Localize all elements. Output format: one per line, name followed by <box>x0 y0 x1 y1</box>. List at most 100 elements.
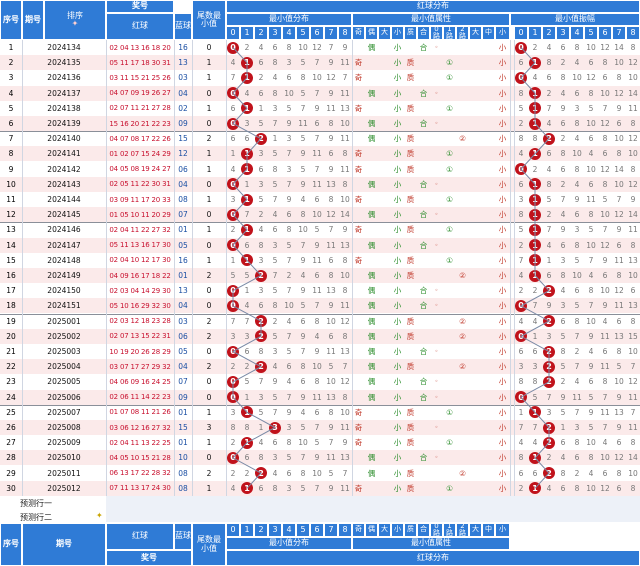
min-dist-digit-header[interactable]: 5 <box>296 26 310 40</box>
footer-attr-header[interactable]: 2路 <box>456 523 469 537</box>
attr-even <box>365 55 378 70</box>
col-header-period[interactable]: 期号 <box>22 0 44 40</box>
table-row[interactable] <box>0 116 640 131</box>
footer-digit-header[interactable]: 3 <box>268 523 282 537</box>
table-row[interactable] <box>0 222 640 238</box>
table-row[interactable] <box>0 131 640 147</box>
min-attr-header[interactable]: 1路 <box>443 26 456 40</box>
footer-attr-header[interactable]: 小 <box>391 523 404 537</box>
min-amp-digit-header[interactable]: 8 <box>626 26 640 40</box>
min-dist-digit-header[interactable]: 6 <box>310 26 324 40</box>
footer-digit-header[interactable]: 4 <box>282 523 296 537</box>
table-row[interactable] <box>0 374 640 390</box>
min-attr-header[interactable]: 偶 <box>365 26 378 40</box>
table-row[interactable] <box>0 404 640 420</box>
table-row[interactable] <box>0 161 640 177</box>
min-attr-header[interactable]: 0路 <box>430 26 443 40</box>
min-amp-digit-header[interactable]: 3 <box>556 26 570 40</box>
miss-count: 11 <box>312 179 322 189</box>
min-dist-digit-header[interactable]: 4 <box>282 26 296 40</box>
min-amp-digit-header[interactable]: 6 <box>598 26 612 40</box>
min-attr-header[interactable]: 质 <box>404 26 417 40</box>
footer-attr-header[interactable]: 奇 <box>352 523 365 537</box>
footer-digit-header[interactable]: 0 <box>226 523 240 537</box>
footer-blue[interactable]: 蓝球 <box>174 523 192 550</box>
col-header-seq[interactable]: 序号 <box>0 0 22 40</box>
min-dist-digit-header[interactable]: 1 <box>240 26 254 40</box>
table-row[interactable] <box>0 420 640 435</box>
table-row[interactable] <box>0 146 640 162</box>
min-amp-digit-header[interactable]: 2 <box>542 26 556 40</box>
min-attr-header[interactable]: 2路 <box>456 26 469 40</box>
min-attr-header[interactable]: 中 <box>482 26 495 40</box>
table-row[interactable] <box>0 389 640 405</box>
footer-digit-header[interactable]: 2 <box>254 523 268 537</box>
table-row[interactable] <box>0 465 640 481</box>
footer-digit-header[interactable]: 5 <box>296 523 310 537</box>
footer-attr-header[interactable]: 小 <box>495 523 510 537</box>
row-blue-ball: 09 <box>178 119 188 128</box>
row-period: 2024143 <box>47 179 81 189</box>
table-row[interactable] <box>0 268 640 283</box>
table-row[interactable] <box>0 70 640 86</box>
min-dist-digit-header[interactable]: 0 <box>226 26 240 40</box>
min-amp-digit-header[interactable]: 1 <box>528 26 542 40</box>
footer-attr-header[interactable]: 大 <box>378 523 391 537</box>
table-row[interactable] <box>0 207 640 223</box>
predict-row-1[interactable]: 预测行一 <box>20 499 52 508</box>
footer-attr-header[interactable]: 大 <box>469 523 482 537</box>
min-dist-digit-header[interactable]: 8 <box>338 26 352 40</box>
min-amp-digit-header[interactable]: 5 <box>584 26 598 40</box>
min-attr-header[interactable]: 合 <box>417 26 430 40</box>
table-row[interactable] <box>0 359 640 375</box>
table-row[interactable] <box>0 328 640 344</box>
row-index: 4 <box>8 88 14 98</box>
table-row[interactable] <box>0 85 640 101</box>
footer-red[interactable]: 红球 <box>106 523 174 550</box>
table-row[interactable] <box>0 298 640 314</box>
footer-tail-min[interactable]: 尾数最小值 <box>192 523 226 566</box>
table-row[interactable] <box>0 252 640 268</box>
table-row[interactable] <box>0 237 640 253</box>
table-row[interactable] <box>0 55 640 71</box>
footer-digit-header[interactable]: 1 <box>240 523 254 537</box>
footer-attr-header[interactable]: 中 <box>482 523 495 537</box>
miss-count: 6 <box>272 43 278 52</box>
min-attr-header[interactable]: 奇 <box>352 26 365 40</box>
table-row[interactable] <box>0 435 640 451</box>
footer-attr-header[interactable]: 合 <box>417 523 430 537</box>
table-row[interactable] <box>0 283 640 299</box>
min-attr-header[interactable]: 大 <box>469 26 482 40</box>
footer-attr-header[interactable]: 0路 <box>430 523 443 537</box>
footer-digit-header[interactable]: 7 <box>324 523 338 537</box>
min-amp-digit-header[interactable]: 0 <box>514 26 528 40</box>
min-amp-digit-header[interactable]: 7 <box>612 26 626 40</box>
table-row[interactable] <box>0 480 640 496</box>
min-dist-digit-header[interactable]: 3 <box>268 26 282 40</box>
footer-seq[interactable]: 序号 <box>0 523 22 566</box>
table-row[interactable] <box>0 176 640 192</box>
col-header-blue[interactable]: 蓝球 <box>174 13 192 40</box>
footer-attr-header[interactable]: 1路 <box>443 523 456 537</box>
table-row[interactable] <box>0 450 640 466</box>
table-row[interactable] <box>0 344 640 359</box>
col-header-tail-min[interactable]: 尾数最小值 <box>192 0 226 40</box>
footer-attr-header[interactable]: 偶 <box>365 523 378 537</box>
table-row[interactable] <box>0 192 640 207</box>
sort-control[interactable]: 排序 ✦ <box>44 0 106 40</box>
footer-digit-header[interactable]: 6 <box>310 523 324 537</box>
footer-attr-header[interactable]: 质 <box>404 523 417 537</box>
min-dist-digit-header[interactable]: 2 <box>254 26 268 40</box>
table-row[interactable] <box>0 40 640 55</box>
footer-period[interactable]: 期号 <box>22 523 106 566</box>
min-amp-digit-header[interactable]: 4 <box>570 26 584 40</box>
table-row[interactable] <box>0 313 640 329</box>
predict-row-2[interactable]: 预测行二 <box>20 513 52 522</box>
footer-digit-header[interactable]: 8 <box>338 523 352 537</box>
col-header-red[interactable]: 红球 <box>106 13 174 40</box>
min-attr-header[interactable]: 小 <box>495 26 510 40</box>
min-attr-header[interactable]: 小 <box>391 26 404 40</box>
table-row[interactable] <box>0 100 640 116</box>
min-attr-header[interactable]: 大 <box>378 26 391 40</box>
min-dist-digit-header[interactable]: 7 <box>324 26 338 40</box>
